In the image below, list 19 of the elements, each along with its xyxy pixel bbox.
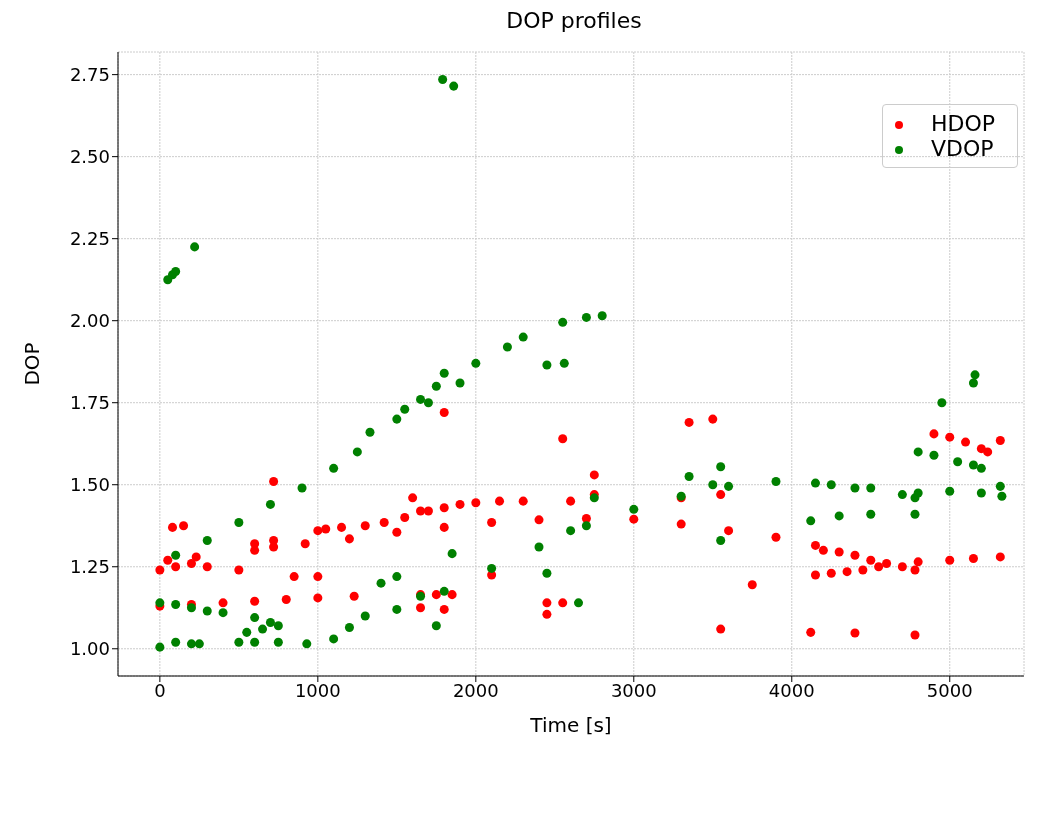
x-tick-label: 1000 (294, 679, 341, 701)
x-tick-label: 2000 (452, 679, 499, 701)
chart-title: DOP profiles (505, 8, 643, 35)
x-tick-label: 3000 (610, 679, 657, 701)
x-axis-title: Time [s] (529, 713, 612, 737)
y-axis-title: DOP (20, 342, 45, 386)
x-tick-label: 0 (154, 679, 166, 701)
x-tick-label: 4000 (768, 679, 815, 701)
y-tick-label: 1.25 (69, 556, 110, 578)
y-tick-label: 1.75 (69, 392, 110, 414)
legend-label: VDOP (930, 136, 994, 161)
y-tick-label: 2.75 (69, 64, 110, 86)
y-tick-label: 1.00 (69, 638, 110, 660)
y-tick-label: 1.50 (69, 474, 110, 496)
legend-label: HDOP (930, 111, 995, 136)
y-tick-label: 2.50 (69, 146, 110, 168)
x-tick-label: 5000 (926, 679, 973, 701)
y-tick-label: 2.25 (69, 228, 110, 250)
y-tick-label: 2.00 (69, 310, 110, 332)
